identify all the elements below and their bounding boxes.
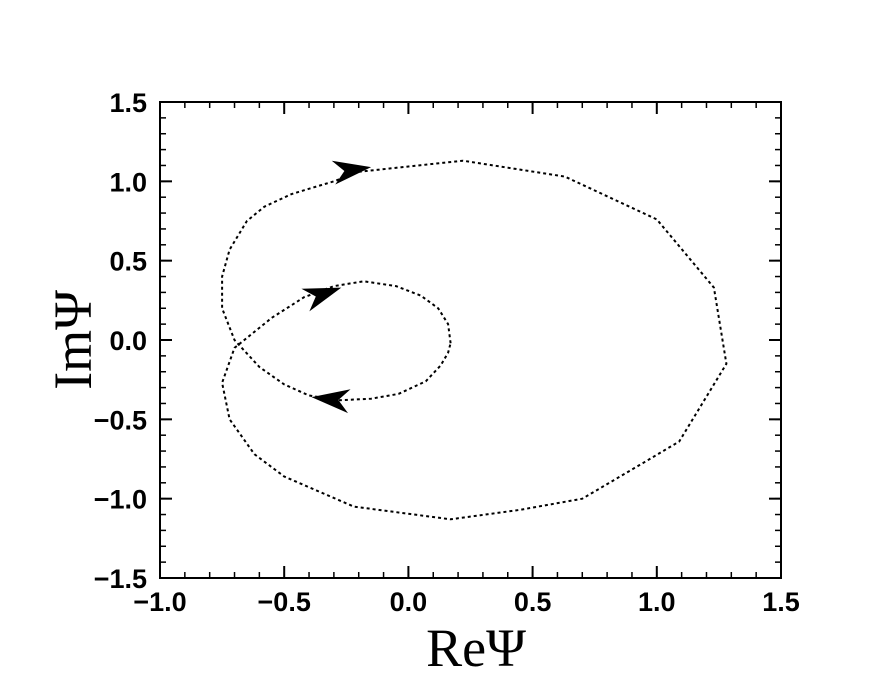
x-tick-label: −0.5 (258, 587, 311, 617)
x-tick-label: −1.0 (133, 587, 186, 617)
y-tick-label: 1.0 (109, 167, 147, 197)
x-axis-title: ReΨ (426, 618, 526, 678)
y-tick-label: −1.0 (94, 485, 147, 515)
x-tick-label: 1.5 (762, 587, 800, 617)
data-group (221, 159, 728, 521)
direction-arrowhead (301, 287, 342, 312)
direction-arrowhead (331, 160, 372, 185)
y-tick-label: 0.5 (109, 247, 147, 277)
y-tick-label: 1.5 (109, 88, 147, 118)
y-tick-label: −0.5 (94, 405, 147, 435)
x-tick-label: 0.0 (390, 587, 428, 617)
trajectory-line (221, 159, 728, 521)
ticks-group (159, 101, 782, 579)
y-tick-label: −1.5 (94, 564, 147, 594)
plot-frame-group (159, 101, 782, 579)
x-tick-label: 0.5 (514, 587, 552, 617)
y-tick-label: 0.0 (109, 326, 147, 356)
x-tick-label: 1.0 (638, 587, 676, 617)
plot-frame (159, 101, 782, 579)
direction-arrowhead (311, 389, 351, 414)
labels-group: −1.0 −0.5 0.0 0.5 1.0 1.5−1.5−1.0−0.50.00.51.… (94, 88, 800, 617)
y-axis-title: ImΨ (43, 290, 103, 390)
